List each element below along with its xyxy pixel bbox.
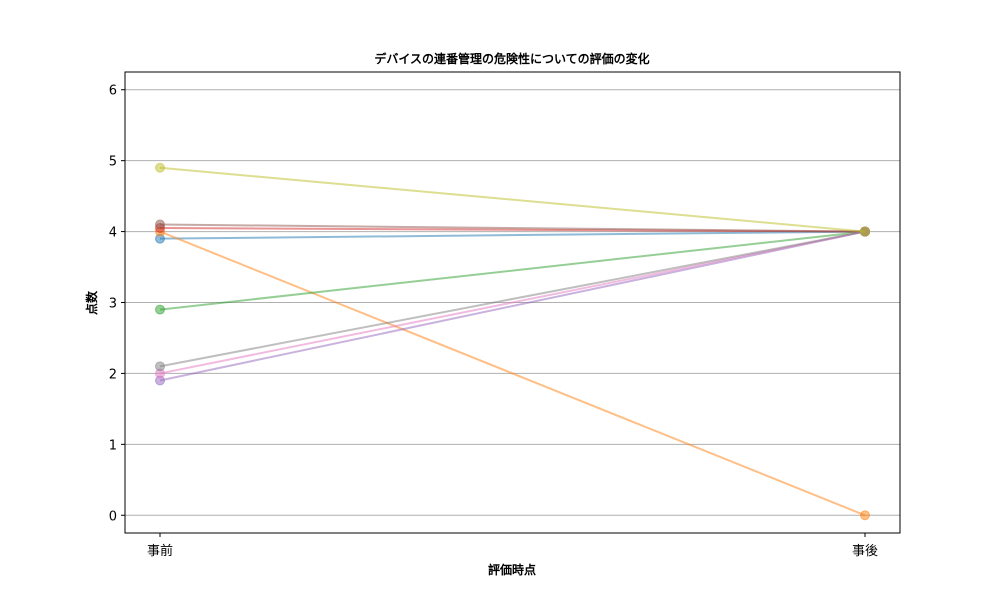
y-tick-label: 6 [109, 84, 117, 99]
data-point [155, 219, 165, 230]
series-line [159, 230, 866, 375]
series-lines [155, 162, 870, 521]
series-line [159, 230, 866, 517]
series-8 [155, 162, 870, 237]
chart-title: デバイスの連番管理の危険性についての評価の変化 [374, 51, 649, 66]
series-line [159, 166, 866, 233]
series-2 [155, 226, 870, 315]
axis-ticks: 0 1 2 3 4 5 6 事前 事後 [109, 84, 878, 559]
data-point [860, 226, 870, 237]
data-point [155, 162, 165, 173]
y-tick-label: 2 [109, 367, 117, 382]
x-axis-label: 評価時点 [488, 562, 536, 577]
y-tick-label: 5 [109, 155, 117, 170]
data-point [155, 361, 165, 372]
y-axis-label: 点数 [84, 290, 99, 315]
x-tick-label: 事後 [852, 544, 878, 559]
y-tick-label: 4 [109, 226, 117, 241]
y-tick-label: 3 [109, 297, 117, 312]
data-point [155, 304, 165, 315]
y-tick-label: 1 [109, 438, 117, 453]
series-line [159, 230, 866, 311]
data-point [860, 510, 870, 521]
series-line [159, 230, 866, 240]
y-tick-label: 0 [109, 509, 117, 524]
series-line [159, 230, 866, 382]
series-line [159, 230, 866, 368]
x-tick-label: 事前 [147, 543, 173, 559]
series-line [159, 223, 866, 233]
